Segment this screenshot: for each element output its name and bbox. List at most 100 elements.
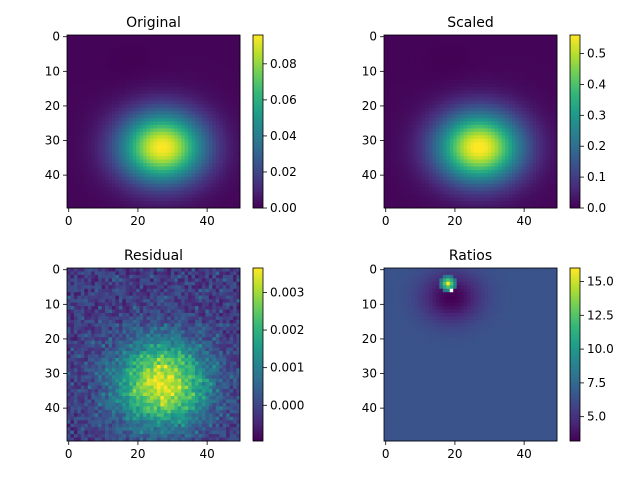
heatmap-cell: [446, 138, 451, 143]
heatmap-cell: [167, 131, 172, 136]
colorbar-step: [253, 63, 263, 66]
heatmap-cell: [146, 62, 151, 67]
heatmap-cell: [532, 169, 537, 174]
heatmap-cell: [539, 135, 544, 140]
heatmap-cell: [146, 104, 151, 109]
heatmap-cell: [212, 62, 217, 67]
heatmap-cell: [101, 97, 106, 102]
heatmap-cell: [67, 48, 71, 53]
heatmap-cell: [212, 131, 217, 136]
heatmap-cell: [115, 131, 120, 136]
heatmap-cell: [484, 38, 489, 43]
heatmap-cell: [184, 62, 189, 67]
heatmap-cell: [390, 45, 395, 50]
heatmap-cell: [477, 121, 482, 126]
heatmap-cell: [195, 45, 199, 50]
heatmap-cell: [432, 97, 437, 102]
heatmap-cell: [404, 41, 409, 46]
heatmap-cell: [118, 90, 123, 95]
heatmap-cell: [456, 128, 461, 133]
heatmap-cell: [236, 111, 241, 115]
heatmap-cell: [415, 62, 419, 67]
heatmap-cells: [67, 35, 241, 209]
heatmap-cell: [453, 86, 458, 91]
heatmap-cell: [491, 138, 496, 143]
heatmap-cell: [425, 159, 430, 164]
heatmap-cell: [463, 131, 468, 136]
heatmap-cell: [129, 93, 134, 98]
heatmap-cell: [153, 149, 158, 154]
heatmap-cell: [215, 69, 220, 74]
heatmap-cell: [473, 183, 478, 188]
heatmap-cell: [387, 142, 392, 147]
heatmap-cell: [456, 118, 461, 122]
heatmap-cell: [108, 83, 113, 88]
heatmap-cell: [212, 83, 217, 88]
heatmap-cell: [532, 135, 537, 140]
heatmap-cell: [170, 114, 175, 119]
heatmap-cell: [201, 59, 206, 64]
heatmap-cell: [394, 93, 399, 98]
heatmap-cell: [467, 111, 471, 115]
heatmap-cell: [484, 55, 489, 60]
heatmap-cell: [487, 73, 492, 77]
heatmap-cell: [115, 90, 120, 95]
heatmap-cell: [122, 142, 127, 147]
heatmap-cell: [463, 128, 468, 133]
heatmap-cell: [153, 55, 158, 60]
heatmap-cell: [487, 79, 492, 84]
heatmap-cell: [129, 76, 134, 81]
heatmap-cell: [428, 197, 433, 202]
heatmap-cell: [170, 83, 175, 88]
heatmap-cell: [136, 135, 141, 140]
heatmap-cell: [397, 131, 402, 136]
heatmap-cell: [101, 183, 106, 188]
heatmap-cell: [156, 62, 161, 67]
colorbar-step: [253, 169, 263, 173]
heatmap-cell: [491, 124, 496, 129]
heatmap-cell: [80, 138, 85, 143]
heatmap-cell: [70, 201, 75, 205]
heatmap-cell: [394, 124, 399, 129]
heatmap-cell: [470, 194, 475, 199]
heatmap-cell: [460, 156, 464, 160]
heatmap-cell: [439, 128, 444, 133]
heatmap-cell: [442, 169, 447, 174]
heatmap-cell: [498, 107, 503, 112]
heatmap-cell: [397, 194, 402, 199]
heatmap-cell: [105, 131, 109, 136]
heatmap-cell: [143, 163, 147, 167]
heatmap-cell: [453, 145, 458, 150]
heatmap-cell: [146, 201, 151, 205]
heatmap-cell: [98, 93, 102, 98]
heatmap-cell: [184, 38, 189, 43]
heatmap-cell: [150, 35, 154, 39]
heatmap-cell: [163, 73, 168, 77]
heatmap-cell: [136, 176, 141, 181]
heatmap-cell: [435, 100, 440, 105]
heatmap-cell: [174, 121, 179, 126]
y-tick-label: 0: [52, 30, 60, 44]
heatmap-cell: [411, 93, 416, 98]
heatmap-cell: [463, 180, 468, 185]
heatmap-cell: [70, 111, 75, 115]
colorbar-step: [253, 109, 263, 112]
heatmap-cell: [460, 194, 464, 199]
heatmap-cell: [394, 131, 399, 136]
heatmap-cell: [491, 107, 496, 112]
heatmap-cell: [456, 138, 461, 143]
heatmap-cell: [418, 107, 423, 112]
heatmap-cell: [195, 69, 199, 74]
heatmap-cell: [219, 41, 224, 46]
heatmap-cell: [425, 111, 430, 115]
heatmap-cell: [219, 156, 224, 160]
heatmap-cell: [226, 152, 231, 157]
heatmap-cell: [201, 86, 206, 91]
heatmap-cell: [422, 180, 426, 185]
heatmap-cell: [525, 156, 530, 160]
heatmap-cell: [139, 35, 144, 39]
heatmap-cell: [143, 183, 147, 188]
heatmap-cell: [195, 180, 199, 185]
heatmap-cell: [529, 159, 534, 164]
heatmap-cell: [484, 45, 489, 50]
